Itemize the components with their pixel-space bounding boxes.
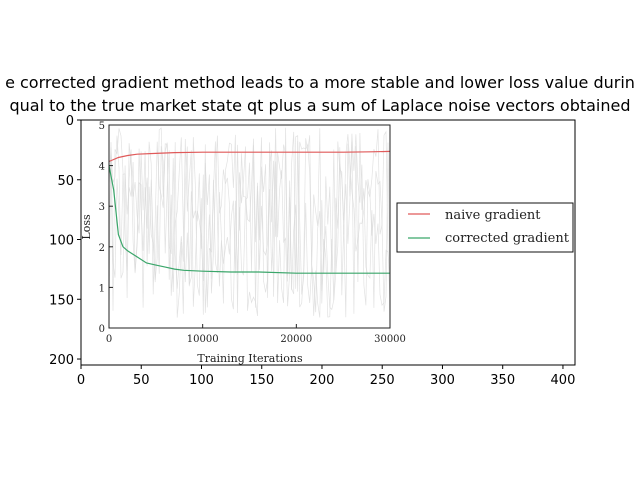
- chart-title-line-1: e corrected gradient method leads to a m…: [5, 73, 635, 92]
- noise-band: [108, 127, 391, 318]
- inner-y-tick-label: 1: [99, 283, 105, 294]
- outer-y-tick-label: 150: [49, 293, 74, 308]
- inner-x-tick-label: 30000: [374, 334, 406, 345]
- inner-y-tick-label: 4: [99, 162, 105, 173]
- series-line-naive-gradient: [108, 150, 391, 163]
- legend-label-corrected-gradient: corrected gradient: [445, 231, 570, 246]
- outer-y-tick-label: 0: [66, 114, 74, 129]
- outer-x-tick-label: 50: [133, 373, 150, 388]
- outer-y-tick-label: 100: [49, 234, 74, 249]
- outer-x-tick-label: 250: [370, 373, 395, 388]
- series-line-corrected-gradient: [108, 165, 390, 274]
- outer-x-tick-label: 400: [551, 373, 576, 388]
- inner-x-tick-label: 20000: [280, 334, 312, 345]
- inner-x-tick-label: 0: [106, 334, 112, 345]
- outer-x-tick-label: 100: [189, 373, 214, 388]
- inner-y-tick-label: 2: [99, 243, 105, 254]
- inner-y-tick-label: 5: [99, 121, 105, 132]
- inner-x-axis-label: Training Iterations: [197, 352, 303, 365]
- outer-x-tick-label: 350: [490, 373, 515, 388]
- inner-plot-frame: [108, 124, 391, 329]
- outer-x-tick-label: 150: [249, 373, 274, 388]
- inner-y-tick-label: 3: [99, 202, 105, 213]
- legend-box: [396, 202, 574, 253]
- noise-trace: [108, 127, 391, 318]
- noise-trace: [108, 133, 391, 318]
- inner-plot-image: 0 10000 20000 30000 0 1 2 3 4 5 Training Iteratio…: [80, 121, 574, 365]
- outer-y-tick-label: 200: [49, 353, 74, 368]
- inner-y-tick-label: 0: [99, 324, 105, 335]
- legend: naive gradient corrected gradient: [396, 202, 574, 253]
- outer-x-tick-label: 300: [430, 373, 455, 388]
- inner-axes-ticks: 0 10000 20000 30000 0 1 2 3 4 5: [99, 121, 406, 345]
- outer-x-tick-label: 0: [77, 373, 85, 388]
- inner-x-tick-label: 10000: [187, 334, 219, 345]
- outer-y-tick-label: 50: [57, 174, 74, 189]
- outer-x-tick-label: 200: [310, 373, 335, 388]
- legend-label-naive-gradient: naive gradient: [445, 208, 541, 223]
- outer-axes-frame: [80, 119, 576, 366]
- inner-y-axis-label: Loss: [80, 214, 93, 240]
- series-lines: [108, 150, 391, 274]
- chart-title-line-2: qual to the true market state qt plus a …: [9, 96, 630, 115]
